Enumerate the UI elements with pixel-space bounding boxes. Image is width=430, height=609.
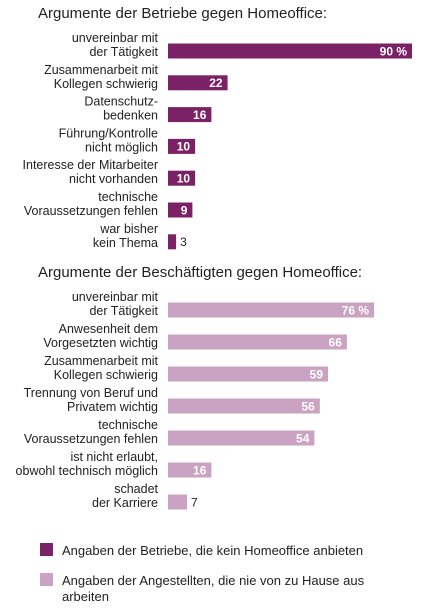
- legend: Angaben der Betriebe, die kein Homeoffic…: [40, 543, 365, 604]
- category-label-line: technische: [98, 418, 158, 432]
- category-label-line: Vorgesetzten wichtig: [43, 336, 158, 350]
- betriebe-bar: [168, 138, 196, 154]
- category-label-line: nicht vorhanden: [69, 172, 158, 186]
- category-label-line: schadet: [114, 482, 158, 496]
- betriebe-bar: [168, 75, 228, 91]
- category-label-line: Datenschutz-: [84, 95, 158, 109]
- legend-label-line: arbeiten: [62, 589, 109, 604]
- beschaeftigte-bar: [168, 430, 315, 446]
- beschaeftigte-category-label: technische Voraussetzungen fehlen: [24, 418, 158, 446]
- category-label-line: Trennung von Beruf und: [24, 386, 158, 400]
- category-label-line: Interesse der Mitarbeiter: [23, 158, 158, 172]
- category-label-line: kein Thema: [93, 236, 158, 250]
- betriebe-bar: [168, 170, 196, 186]
- betriebe-value-label: 90 %: [380, 44, 408, 58]
- betriebe-value-label: 22: [209, 76, 223, 90]
- beschaeftigte-bar: [168, 334, 347, 350]
- betriebe-value-label: 10: [177, 140, 191, 154]
- beschaeftigte-value-label: 16: [193, 463, 207, 477]
- chart-title-betriebe: Argumente der Betriebe gegen Homeoffice:: [38, 5, 327, 22]
- bars-betriebe: unvereinbar mit der Tätigkeit 90 % Zusammen…: [23, 31, 412, 250]
- beschaeftigte-value-label: 56: [301, 399, 315, 413]
- beschaeftigte-value-label: 7: [191, 495, 198, 509]
- betriebe-category-label: Interesse der Mitarbeiter nicht vorhanden: [23, 158, 159, 186]
- category-label-line: Führung/Kontrolle: [59, 126, 158, 140]
- betriebe-value-label: 10: [177, 172, 191, 186]
- category-label-line: Kollegen schwierig: [54, 368, 158, 382]
- betriebe-category-label: Führung/Kontrolle nicht möglich: [59, 126, 158, 154]
- beschaeftigte-value-label: 76 %: [342, 303, 370, 317]
- category-label-line: nicht möglich: [85, 140, 158, 154]
- beschaeftigte-category-label: schadet der Karriere: [92, 482, 159, 510]
- beschaeftigte-bar: [168, 366, 328, 382]
- betriebe-category-label: Zusammenarbeit mit Kollegen schwierig: [44, 63, 158, 91]
- betriebe-category-label: war bisher kein Thema: [93, 222, 158, 250]
- betriebe-bar: [168, 43, 412, 59]
- beschaeftigte-value-label: 54: [296, 431, 310, 445]
- beschaeftigte-value-label: 66: [329, 335, 343, 349]
- category-label-line: Anwesenheit dem: [59, 322, 158, 336]
- beschaeftigte-bar: [168, 398, 320, 414]
- category-label-line: obwohl technisch möglich: [16, 464, 158, 478]
- bars-beschaeftigte: unvereinbar mit der Tätigkeit 76 % Anwesenh…: [16, 290, 374, 510]
- betriebe-value-label: 16: [193, 108, 207, 122]
- category-label-line: Voraussetzungen fehlen: [24, 204, 158, 218]
- legend-label-line: Angaben der Betriebe, die kein Homeoffic…: [62, 543, 363, 558]
- legend-label: Angaben der Betriebe, die kein Homeoffic…: [62, 543, 363, 558]
- category-label-line: Zusammenarbeit mit: [44, 63, 158, 77]
- category-label-line: der Tätigkeit: [89, 45, 158, 59]
- betriebe-category-label: Datenschutz-bedenken: [84, 95, 158, 123]
- betriebe-value-label: 3: [180, 235, 187, 249]
- category-label-line: Privatem wichtig: [67, 400, 158, 414]
- betriebe-bar: [168, 202, 193, 218]
- beschaeftigte-bar: [168, 494, 187, 510]
- category-label-line: technische: [98, 190, 158, 204]
- betriebe-bar: [168, 107, 212, 123]
- category-label-line: Zusammenarbeit mit: [44, 354, 158, 368]
- legend-swatch: [40, 573, 53, 586]
- beschaeftigte-bar: [168, 302, 374, 318]
- legend-label-line: Angaben der Angestellten, die nie von zu…: [62, 573, 365, 588]
- category-label-line: ist nicht erlaubt,: [70, 450, 158, 464]
- betriebe-category-label: unvereinbar mit der Tätigkeit: [72, 31, 159, 59]
- legend-swatch: [40, 543, 53, 556]
- beschaeftigte-category-label: Zusammenarbeit mit Kollegen schwierig: [44, 354, 158, 382]
- betriebe-value-label: 9: [181, 203, 188, 217]
- category-label-line: unvereinbar mit: [72, 290, 159, 304]
- legend-label: Angaben der Angestellten, die nie von zu…: [62, 573, 365, 604]
- beschaeftigte-category-label: Anwesenheit dem Vorgesetzten wichtig: [43, 322, 158, 350]
- category-label-line: unvereinbar mit: [72, 31, 159, 45]
- beschaeftigte-category-label: unvereinbar mit der Tätigkeit: [72, 290, 159, 318]
- category-label-line: der Karriere: [92, 496, 158, 510]
- betriebe-category-label: technische Voraussetzungen fehlen: [24, 190, 158, 218]
- category-label-line: der Tätigkeit: [89, 304, 158, 318]
- chart-title-beschaeftigte: Argumente der Beschäftigten gegen Homeof…: [38, 264, 362, 281]
- category-label-line: Kollegen schwierig: [54, 77, 158, 91]
- category-label-line: Voraussetzungen fehlen: [24, 432, 158, 446]
- beschaeftigte-bar: [168, 462, 212, 478]
- category-label-line: war bisher: [99, 222, 158, 236]
- betriebe-bar: [168, 234, 177, 250]
- category-label-line: bedenken: [103, 109, 158, 123]
- beschaeftigte-value-label: 59: [310, 367, 324, 381]
- beschaeftigte-category-label: ist nicht erlaubt, obwohl technisch mögli…: [16, 450, 158, 478]
- beschaeftigte-category-label: Trennung von Beruf und Privatem wichtig: [24, 386, 158, 414]
